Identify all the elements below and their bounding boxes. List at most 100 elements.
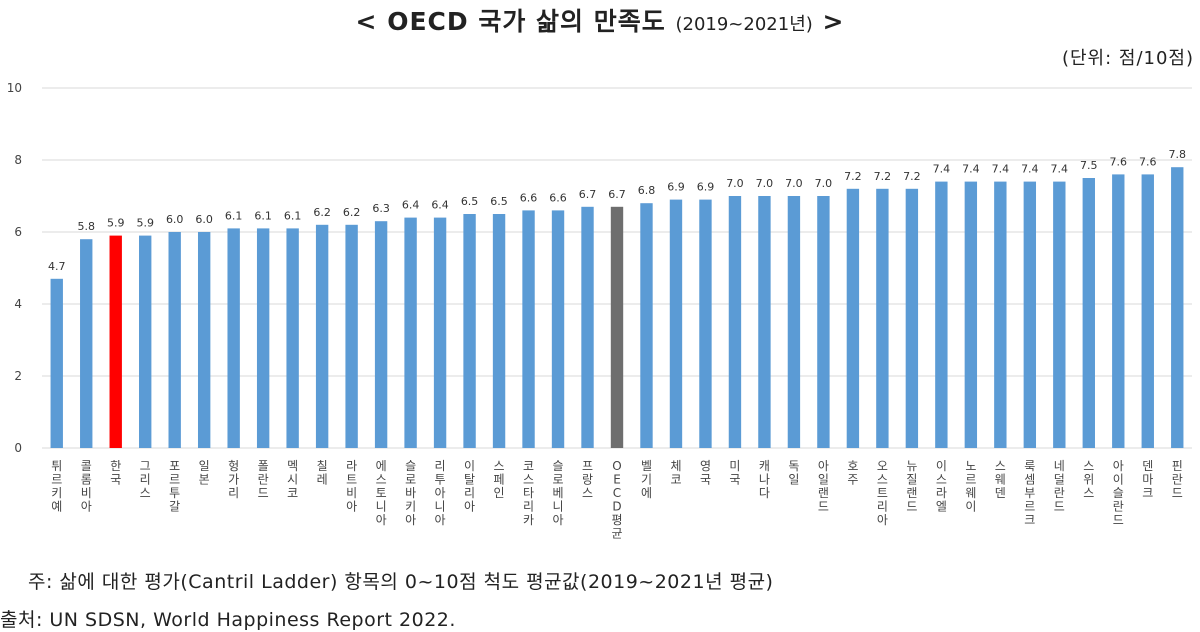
bar-value-label: 7.0 (785, 177, 803, 190)
bar (1141, 174, 1154, 448)
bars (50, 167, 1184, 449)
bar-value-label: 6.1 (254, 209, 272, 222)
chart-source: 출처: UN SDSN, World Happiness Report 2022… (0, 609, 456, 631)
bar (168, 232, 181, 448)
unit-label: (단위: 점/10점) (1061, 48, 1194, 69)
bar-value-label: 6.7 (608, 188, 626, 201)
bar-value-label: 6.9 (697, 181, 715, 194)
bar (640, 203, 653, 448)
bar (522, 210, 535, 448)
bar (551, 210, 565, 448)
bar-value-label: 6.6 (549, 191, 567, 204)
y-tick-label: 0 (14, 441, 22, 455)
y-tick-label: 10 (7, 81, 22, 95)
bar-value-label: 7.4 (962, 163, 980, 176)
bar-value-label: 7.8 (1169, 148, 1187, 161)
bar-value-label: 7.2 (874, 170, 892, 183)
bar-value-label: 6.0 (166, 213, 184, 226)
bar (905, 188, 919, 449)
bar (964, 181, 978, 448)
title-close-bracket: > (822, 7, 845, 36)
bar (109, 235, 122, 448)
chart-title: < OECD 국가 삶의 만족도 (2019~2021년) > (0, 2, 1200, 38)
bar-value-label: 6.2 (313, 206, 331, 219)
bar-value-label: 6.6 (520, 191, 538, 204)
bar-value-label: 6.3 (372, 202, 390, 215)
bar-value-label: 7.4 (933, 163, 951, 176)
bar-value-label: 6.5 (461, 195, 479, 208)
bar-value-label: 6.1 (284, 209, 302, 222)
bar-value-label: 6.2 (343, 206, 361, 219)
bar (286, 228, 299, 448)
bar (758, 196, 771, 448)
bar (581, 206, 594, 448)
bar-value-label: 5.9 (107, 217, 125, 230)
bar (728, 196, 742, 448)
bar (935, 181, 948, 448)
y-tick-label: 4 (14, 297, 22, 311)
bar (699, 199, 712, 448)
bar (610, 206, 624, 448)
bar-value-label: 5.9 (136, 217, 154, 230)
bar-value-label: 5.8 (77, 220, 95, 233)
bar-value-label: 4.7 (48, 260, 66, 273)
bar-value-label: 6.9 (667, 181, 685, 194)
bar-value-label: 7.0 (756, 177, 774, 190)
bar (1171, 167, 1184, 448)
bar-value-label: 7.2 (844, 170, 862, 183)
title-open-bracket: < (355, 7, 378, 36)
bar-value-label: 6.4 (402, 199, 420, 212)
bar-value-label: 7.0 (726, 177, 744, 190)
bar-value-label: 7.0 (815, 177, 833, 190)
bar (492, 214, 506, 448)
y-tick-label: 2 (14, 369, 22, 383)
bar (1082, 178, 1095, 448)
bar (345, 224, 358, 448)
bar (80, 239, 93, 448)
bar (1112, 174, 1125, 448)
bar-value-label: 7.2 (903, 170, 921, 183)
bar (315, 224, 329, 448)
bar-value-label: 7.4 (1051, 163, 1069, 176)
bar-value-label: 7.5 (1080, 159, 1098, 172)
title-main: OECD 국가 삶의 만족도 (387, 7, 666, 36)
bar-value-label: 6.7 (579, 188, 597, 201)
bar (256, 228, 270, 448)
bar (1023, 181, 1037, 448)
bar (876, 188, 889, 449)
bar (669, 199, 683, 448)
bar-value-label: 7.4 (992, 163, 1010, 176)
y-axis-ticks: 0 2 4 6 8 10 (7, 81, 22, 455)
